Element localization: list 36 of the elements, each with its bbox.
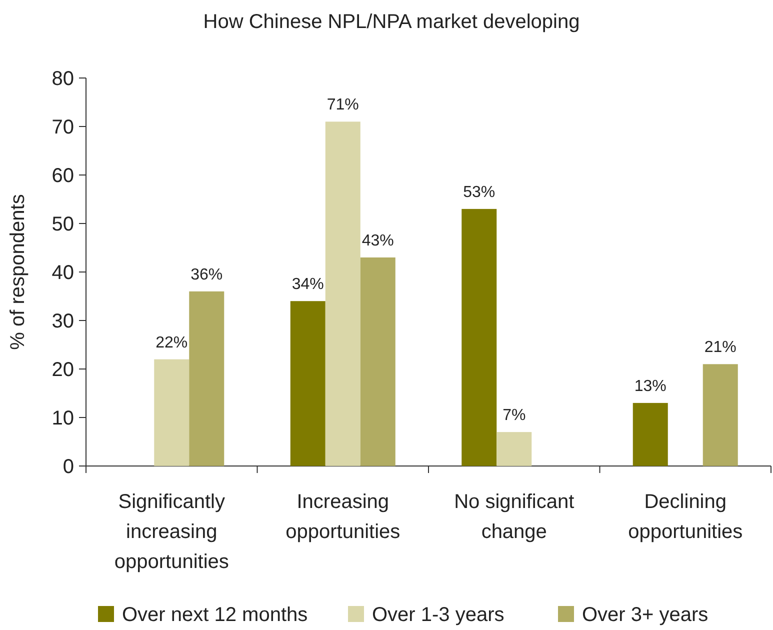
y-tick-label: 40 (52, 262, 74, 284)
data-label: 13% (634, 378, 666, 395)
data-label: 7% (502, 407, 526, 424)
x-tick-label: Increasing opportunities (286, 491, 400, 543)
bar (189, 291, 224, 466)
x-tick-label: Significantly increasing opportunities (114, 491, 229, 573)
y-tick-label: 80 (52, 68, 74, 90)
x-tick-label: Declining opportunities (628, 491, 743, 543)
y-tick-label: 20 (52, 359, 74, 381)
bar (462, 208, 497, 466)
data-label: 36% (190, 266, 223, 284)
y-tick-label: 50 (52, 214, 74, 236)
data-label: 22% (156, 334, 188, 352)
data-label: 43% (362, 232, 394, 250)
legend-label: Over 1-3 years (372, 604, 504, 626)
y-tick-label: 30 (52, 310, 74, 332)
data-label: 34% (292, 276, 324, 294)
data-label: 53% (463, 184, 496, 201)
bar (496, 432, 532, 466)
bar (325, 122, 360, 466)
bar (290, 301, 326, 466)
bar (154, 359, 190, 466)
bar (702, 364, 738, 466)
y-tick-label: 10 (52, 408, 74, 430)
legend-label: Over next 12 months (122, 604, 308, 626)
bar (360, 257, 396, 466)
legend-label: Over 3+ years (582, 604, 708, 626)
data-label: 71% (326, 96, 359, 114)
y-tick-label: 60 (52, 165, 74, 187)
y-tick-label: 70 (52, 116, 74, 138)
chart-title: How Chinese NPL/NPA market developing (203, 11, 580, 33)
x-tick-label: No significant change (454, 491, 575, 543)
data-label: 21% (704, 339, 736, 356)
y-axis-title: % of respondents (7, 194, 29, 350)
y-tick-label: 0 (62, 456, 74, 478)
bar (632, 402, 668, 466)
